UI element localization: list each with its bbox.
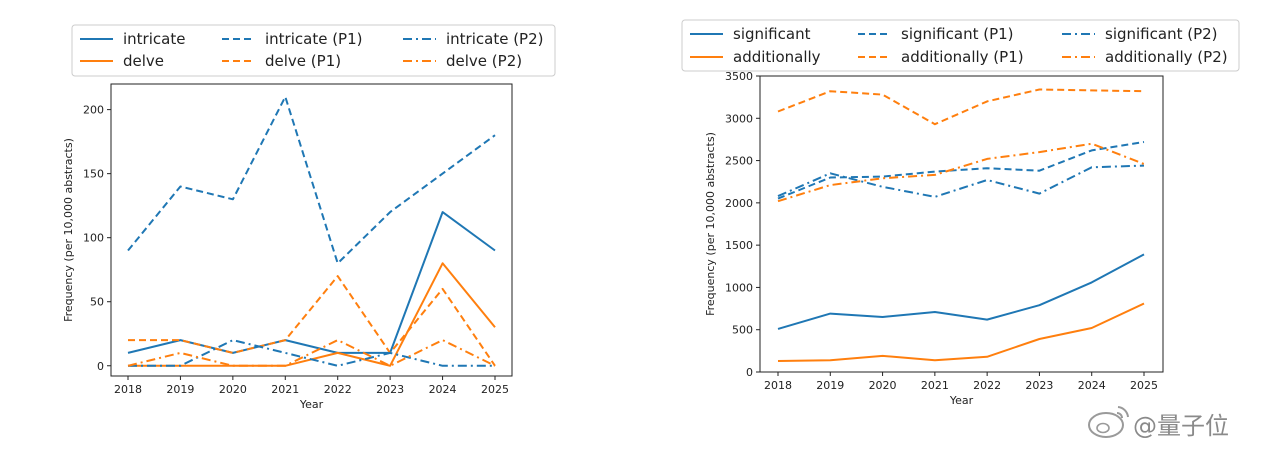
x-axis-label: Year	[299, 398, 324, 411]
series-line-intricate-p1	[127, 95, 496, 265]
x-tick-label: 2024	[429, 383, 457, 396]
legend-label: delve (P1)	[265, 52, 341, 70]
legend-label: intricate	[123, 30, 185, 48]
x-tick-label: 2020	[219, 383, 247, 396]
series-line-additionally-p1	[777, 88, 1145, 126]
x-tick-label: 2023	[376, 383, 404, 396]
x-tick-label: 2020	[869, 379, 897, 392]
legend-box	[71, 24, 556, 77]
x-tick-label: 2022	[973, 379, 1001, 392]
x-tick-label: 2025	[1130, 379, 1158, 392]
y-tick-label: 3500	[725, 70, 753, 83]
logo-arc-inner	[1116, 412, 1123, 419]
x-tick-label: 2019	[816, 379, 844, 392]
x-tick-label: 2018	[114, 383, 142, 396]
series-line-delve-p2	[127, 339, 496, 367]
y-tick-label: 2500	[725, 155, 753, 168]
y-tick-label: 500	[732, 324, 753, 337]
series-line-significant	[777, 253, 1145, 330]
y-axis-label: Frequency (per 10,000 abstracts)	[62, 138, 75, 322]
x-tick-label: 2025	[481, 383, 509, 396]
plot-frame	[110, 83, 513, 377]
y-tick-label: 200	[83, 104, 104, 117]
y-tick-label: 0	[746, 366, 753, 379]
legend-label: intricate (P2)	[446, 30, 544, 48]
legend: intricate delve intricate (P1) delve (P1) in…	[71, 24, 556, 77]
legend: significant additionally significant (P1) a…	[681, 19, 1240, 72]
watermark-text: @量子位	[1133, 412, 1229, 440]
y-tick-label: 3000	[725, 112, 753, 125]
watermark: @量子位	[1088, 406, 1229, 440]
series-line-additionally	[777, 302, 1145, 362]
logo-eye	[1096, 422, 1110, 434]
x-tick-label: 2024	[1078, 379, 1106, 392]
legend-label: significant (P2)	[1105, 25, 1218, 43]
chart-1: 2018 2019 2020 2021 2022 2023 2024 2025 0 50 100 15…	[62, 24, 556, 411]
y-tick-label: 1500	[725, 239, 753, 252]
chart-2: 2018 2019 2020 2021 2022 2023 2024 2025 0 500 1000…	[681, 19, 1240, 407]
logo-arc-outer	[1117, 406, 1129, 418]
logo-body	[1088, 412, 1124, 438]
weibo-logo-icon	[1088, 406, 1129, 438]
y-tick-label: 2000	[725, 197, 753, 210]
series-line-intricate	[127, 211, 496, 354]
x-tick-label: 2019	[166, 383, 194, 396]
series-line-intricate-p2	[128, 339, 495, 367]
x-tick-label: 2022	[324, 383, 352, 396]
y-tick-label: 100	[83, 232, 104, 245]
legend-label: additionally (P1)	[901, 48, 1024, 66]
series-line-delve-p1	[128, 275, 496, 367]
legend-label: intricate (P1)	[265, 30, 363, 48]
legend-box	[681, 19, 1240, 72]
legend-label: delve (P2)	[446, 52, 522, 70]
series-line-delve	[128, 262, 496, 367]
x-tick-label: 2023	[1025, 379, 1053, 392]
plot-frame	[759, 75, 1164, 373]
x-axis-label: Year	[949, 394, 974, 407]
series-line-significant-p2	[777, 164, 1145, 198]
y-tick-label: 50	[90, 296, 104, 309]
legend-label: significant	[733, 25, 811, 43]
x-tick-label: 2021	[921, 379, 949, 392]
legend-label: additionally	[733, 48, 821, 66]
series-line-significant-p1	[777, 141, 1145, 200]
legend-label: additionally (P2)	[1105, 48, 1228, 66]
y-tick-label: 150	[83, 168, 104, 181]
x-tick-label: 2021	[271, 383, 299, 396]
series-line-additionally-p2	[777, 142, 1145, 203]
y-tick-label: 0	[97, 360, 104, 373]
y-axis-label: Frequency (per 10,000 abstracts)	[704, 132, 717, 316]
y-tick-label: 1000	[725, 281, 753, 294]
x-tick-label: 2018	[764, 379, 792, 392]
legend-label: significant (P1)	[901, 25, 1014, 43]
legend-label: delve	[123, 52, 164, 70]
